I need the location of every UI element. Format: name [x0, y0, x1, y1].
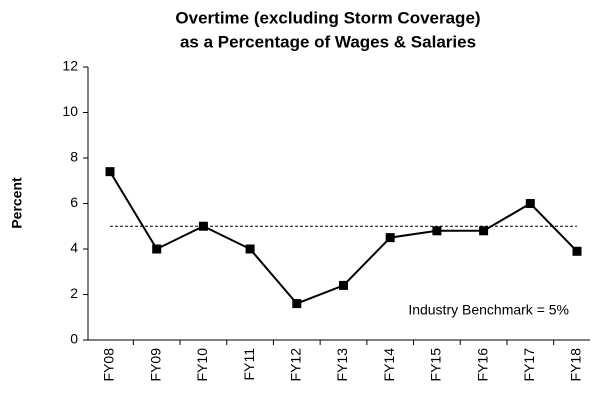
marker: [385, 233, 395, 243]
y-tick-label: 0: [70, 331, 78, 347]
x-tick-label: FY16: [474, 348, 490, 382]
x-tick-label: FY14: [381, 348, 397, 382]
marker: [105, 167, 115, 177]
marker: [432, 226, 442, 236]
marker: [339, 280, 348, 290]
x-tick-label: FY13: [334, 348, 350, 382]
marker: [198, 221, 208, 231]
chart-title: as a Percentage of Wages & Salaries: [180, 32, 476, 51]
x-tick-label: FY09: [147, 348, 163, 382]
marker: [525, 199, 535, 208]
x-tick-label: FY12: [288, 348, 304, 382]
x-tick-label: FY10: [194, 348, 210, 382]
marker: [245, 244, 255, 254]
marker: [292, 299, 302, 309]
annotation: Industry Benchmark = 5%: [408, 302, 569, 318]
marker: [152, 244, 162, 254]
y-tick-label: 6: [70, 194, 78, 210]
y-axis-label: Percent: [9, 177, 25, 229]
y-tick-label: 10: [62, 103, 78, 119]
y-tick-label: 12: [62, 58, 78, 74]
y-tick-label: 2: [70, 285, 78, 301]
x-tick-label: FY11: [241, 348, 257, 381]
x-tick-label: FY15: [428, 348, 444, 382]
y-tick-label: 4: [70, 240, 78, 256]
x-tick-label: FY17: [521, 348, 537, 382]
x-tick-label: FY08: [101, 348, 117, 382]
marker: [572, 246, 582, 256]
y-tick-label: 8: [70, 149, 78, 165]
marker: [479, 226, 489, 236]
chart-title: Overtime (excluding Storm Coverage): [175, 8, 480, 27]
x-tick-label: FY18: [568, 348, 584, 382]
